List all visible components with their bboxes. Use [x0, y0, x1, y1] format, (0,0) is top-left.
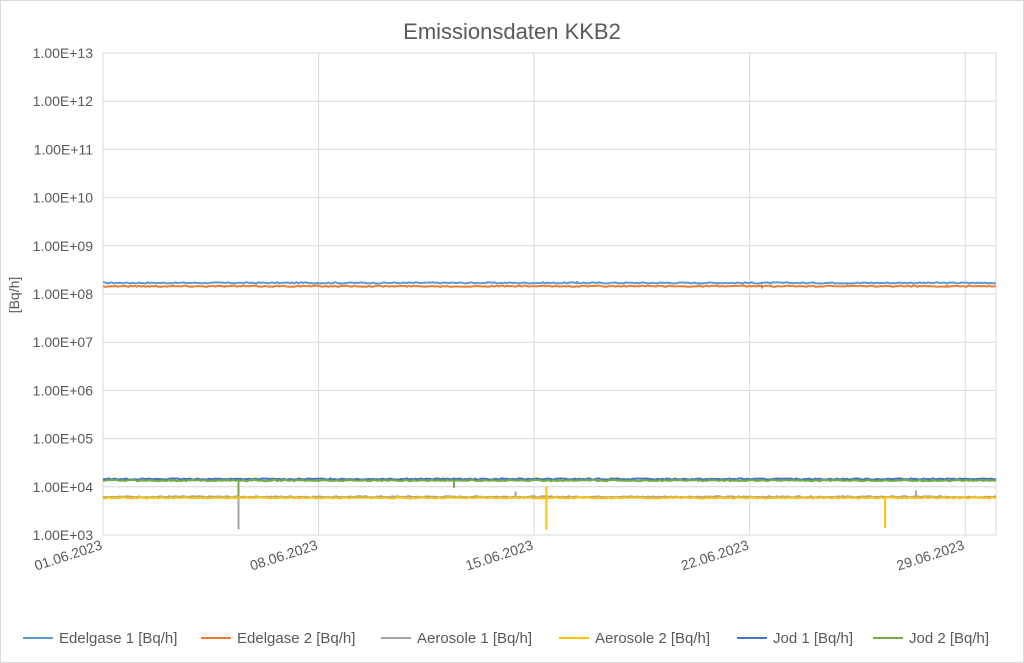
y-tick-label: 1.00E+04 — [33, 479, 94, 495]
y-tick-label: 1.00E+05 — [33, 431, 94, 447]
y-tick-label: 1.00E+07 — [33, 334, 94, 350]
x-tick-label: 29.06.2023 — [895, 537, 967, 574]
series-line — [102, 283, 997, 289]
y-tick-label: 1.00E+08 — [33, 286, 94, 302]
legend-label: Aerosole 2 [Bq/h] — [595, 630, 710, 647]
series-line — [102, 486, 997, 530]
y-axis-label: [Bq/h] — [6, 277, 22, 314]
gridlines — [102, 52, 997, 536]
legend: Edelgase 1 [Bq/h] Edelgase 2 [Bq/h] Aeroso… — [23, 630, 989, 647]
legend-label: Aerosole 1 [Bq/h] — [417, 630, 532, 647]
series-line — [103, 281, 997, 285]
series-line — [102, 477, 996, 481]
series-line — [102, 490, 997, 530]
legend-label: Jod 1 [Bq/h] — [773, 630, 853, 647]
legend-label: Edelgase 1 [Bq/h] — [59, 630, 177, 647]
legend-label: Jod 2 [Bq/h] — [909, 630, 989, 647]
y-tick-label: 1.00E+09 — [33, 238, 94, 254]
y-tick-label: 1.00E+13 — [33, 45, 94, 61]
x-tick-label: 15.06.2023 — [463, 537, 535, 574]
legend-label: Edelgase 2 [Bq/h] — [237, 630, 355, 647]
y-tick-label: 1.00E+12 — [33, 93, 94, 109]
y-tick-label: 1.00E+11 — [34, 141, 94, 157]
y-tick-label: 1.00E+03 — [33, 527, 94, 543]
x-tick-label: 08.06.2023 — [248, 537, 320, 574]
y-tick-label: 1.00E+06 — [33, 382, 94, 398]
y-tick-labels: 1.00E+03 1.00E+04 1.00E+05 1.00E+06 1.00E+07… — [33, 45, 94, 543]
series-line — [102, 478, 996, 496]
chart-title: Emissionsdaten KKB2 — [403, 19, 621, 44]
x-tick-labels: 01.06.2023 08.06.2023 15.06.2023 22.06.2023… — [32, 537, 966, 574]
x-tick-label: 22.06.2023 — [679, 537, 751, 574]
y-tick-label: 1.00E+10 — [33, 190, 94, 206]
series-lines — [102, 281, 997, 530]
